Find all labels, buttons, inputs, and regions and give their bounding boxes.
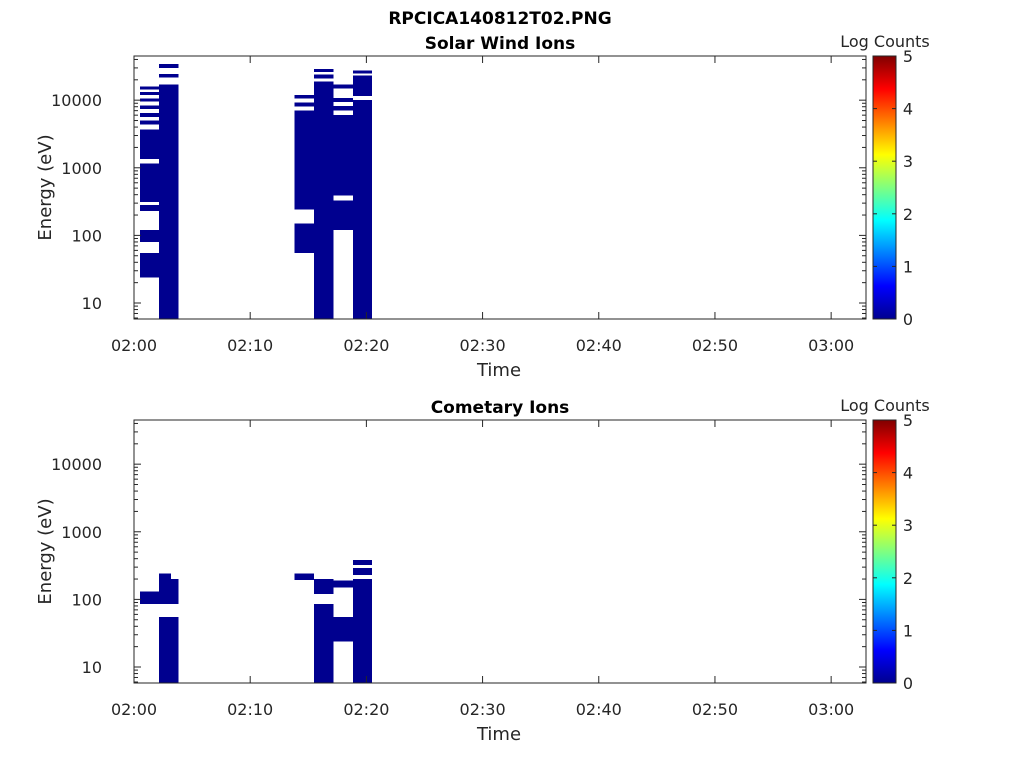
colorbar-tick-label: 3 xyxy=(903,516,913,535)
data-cells xyxy=(139,64,373,319)
x-tick-label: 02:00 xyxy=(111,700,157,719)
panel-title: Solar Wind Ions xyxy=(425,34,576,54)
x-tick-label: 02:40 xyxy=(576,336,622,355)
data-cells xyxy=(139,560,373,683)
data-cell xyxy=(139,163,160,203)
data-cell xyxy=(333,580,353,588)
panel-1: 02:00 02:10 02:20 02:30 02:40 02:50 03:0010100… xyxy=(35,32,930,381)
data-cell xyxy=(352,579,373,683)
colorbar-tick-label: 5 xyxy=(903,47,913,66)
data-cell xyxy=(314,74,334,79)
x-tick-label: 03:00 xyxy=(808,336,854,355)
y-tick-label: 10 xyxy=(82,658,102,677)
x-tick-label: 02:20 xyxy=(343,336,389,355)
plot-area xyxy=(134,56,866,319)
y-tick-label: 10 xyxy=(82,294,102,313)
colorbar-label: Log Counts xyxy=(840,32,930,51)
panel-title: Cometary Ions xyxy=(431,398,570,418)
data-cell xyxy=(159,616,179,683)
data-cell xyxy=(333,97,353,102)
data-cell xyxy=(139,129,160,159)
y-tick-label: 100 xyxy=(71,590,102,609)
data-cell xyxy=(139,230,160,242)
y-tick-label: 100 xyxy=(71,226,102,245)
data-cell xyxy=(159,573,171,580)
data-cell xyxy=(314,604,334,683)
colorbar-tick-label: 5 xyxy=(903,411,913,430)
x-tick-label: 02:50 xyxy=(692,336,738,355)
figure-title: RPCICA140812T02.PNG xyxy=(388,9,611,29)
y-tick-label: 1000 xyxy=(61,159,102,178)
data-cell xyxy=(139,86,160,90)
data-cell xyxy=(333,616,353,642)
data-cell xyxy=(294,110,315,210)
data-cell xyxy=(139,112,160,118)
colorbar-tick-label: 4 xyxy=(903,100,913,119)
axes-box xyxy=(133,419,867,684)
colorbar-label: Log Counts xyxy=(840,396,930,415)
colorbar-tick-label: 1 xyxy=(903,257,913,276)
data-cell xyxy=(139,591,160,605)
plot-area xyxy=(134,420,866,683)
data-cell xyxy=(352,100,373,319)
data-cell xyxy=(333,115,353,196)
y-axis-label: Energy (eV) xyxy=(35,134,56,240)
colorbar-tick-label: 2 xyxy=(903,205,913,224)
data-cell xyxy=(352,560,373,566)
data-cell xyxy=(294,573,315,580)
data-cell xyxy=(139,205,160,211)
y-axis-label: Energy (eV) xyxy=(35,498,56,604)
panel-2: 02:00 02:10 02:20 02:30 02:40 02:50 03:0010100… xyxy=(35,396,930,745)
data-cell xyxy=(333,200,353,230)
colorbar-tick-label: 3 xyxy=(903,152,913,171)
x-tick-label: 02:20 xyxy=(343,700,389,719)
colorbar-tick-label: 0 xyxy=(903,674,913,693)
x-tick-label: 02:30 xyxy=(460,336,506,355)
colorbar-tick-label: 2 xyxy=(903,569,913,588)
x-tick-label: 02:50 xyxy=(692,700,738,719)
y-tick-label: 10000 xyxy=(51,455,102,474)
data-cell xyxy=(159,84,179,319)
data-cell xyxy=(139,120,160,125)
data-cell xyxy=(159,64,179,68)
data-cell xyxy=(294,102,315,107)
x-tick-label: 02:00 xyxy=(111,336,157,355)
x-tick-label: 02:30 xyxy=(460,700,506,719)
colorbar-gradient xyxy=(872,419,897,684)
x-tick-label: 03:00 xyxy=(808,700,854,719)
data-cell xyxy=(139,98,160,102)
data-cell xyxy=(333,84,353,89)
colorbar-tick-label: 1 xyxy=(903,621,913,640)
data-cell xyxy=(139,105,160,109)
data-cell xyxy=(314,68,334,73)
y-tick-label: 1000 xyxy=(61,523,102,542)
axes-box xyxy=(133,55,867,320)
data-cell xyxy=(314,81,334,319)
x-axis-label: Time xyxy=(476,360,521,381)
data-cell xyxy=(352,70,373,74)
colorbar-gradient xyxy=(872,55,897,320)
data-cell xyxy=(139,252,160,278)
data-cell xyxy=(314,579,334,594)
data-cell xyxy=(294,94,315,99)
data-cell xyxy=(333,106,353,111)
data-cell xyxy=(294,223,315,253)
y-tick-label: 10000 xyxy=(51,91,102,110)
data-cell xyxy=(159,73,179,78)
x-tick-label: 02:40 xyxy=(576,700,622,719)
data-cell xyxy=(352,568,373,575)
data-cell xyxy=(352,75,373,97)
colorbar-tick-label: 0 xyxy=(903,310,913,329)
x-tick-label: 02:10 xyxy=(227,700,273,719)
data-cell xyxy=(159,579,179,605)
x-tick-label: 02:10 xyxy=(227,336,273,355)
colorbar-tick-label: 4 xyxy=(903,464,913,483)
data-cell xyxy=(139,91,160,95)
x-axis-label: Time xyxy=(476,724,521,745)
